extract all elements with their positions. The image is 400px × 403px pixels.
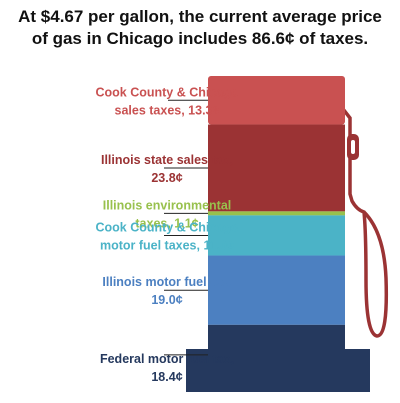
- segment-labels: Cook County & Chicago sales taxes, 13.3¢ I…: [95, 85, 238, 384]
- segment-6-label-line-1: Federal motor fuel tax,: [100, 352, 234, 366]
- segment-1-label-line-2: sales taxes, 13.3¢: [115, 103, 220, 117]
- segment-5-label-line-1: Illinois motor fuel tax,: [102, 275, 231, 289]
- segment-3-bar: [208, 211, 345, 216]
- nozzle-slot: [351, 140, 355, 154]
- segment-5-label-line-2: 19.0¢: [151, 293, 182, 307]
- chart-title: At $4.67 per gallon, the current average…: [0, 6, 400, 50]
- segment-1-label-line-1: Cook County & Chicago: [95, 85, 238, 99]
- pump-hose: [334, 98, 389, 338]
- segment-6-label-line-2: 18.4¢: [151, 370, 182, 384]
- segment-1-bar: [208, 76, 345, 125]
- segment-3-label-line-1: Illinois environmental: [103, 198, 232, 212]
- tax-segments: [208, 76, 345, 325]
- segment-3-label-line-2: taxes, 1.1¢: [135, 216, 198, 230]
- chart-title-line-2: of gas in Chicago includes 86.6¢ of taxe…: [31, 29, 369, 48]
- pump-base: [186, 324, 370, 392]
- segment-6-bar: [208, 324, 345, 349]
- segment-4-label-line-1: Cook County & Chicago: [95, 220, 238, 234]
- chart-title-line-1: At $4.67 per gallon, the current average…: [18, 7, 382, 26]
- pump-base-plinth: [186, 349, 370, 392]
- hose-line: [334, 98, 389, 338]
- segment-2-bar: [208, 124, 345, 212]
- segment-5-bar: [208, 255, 345, 325]
- segment-4-bar: [208, 215, 345, 256]
- segment-2-label-line-2: 23.8¢: [151, 171, 182, 185]
- segment-4-label-line-2: motor fuel taxes, 11.0¢: [100, 238, 234, 252]
- segment-2-label-line-1: Illinois state sales tax,: [101, 153, 233, 167]
